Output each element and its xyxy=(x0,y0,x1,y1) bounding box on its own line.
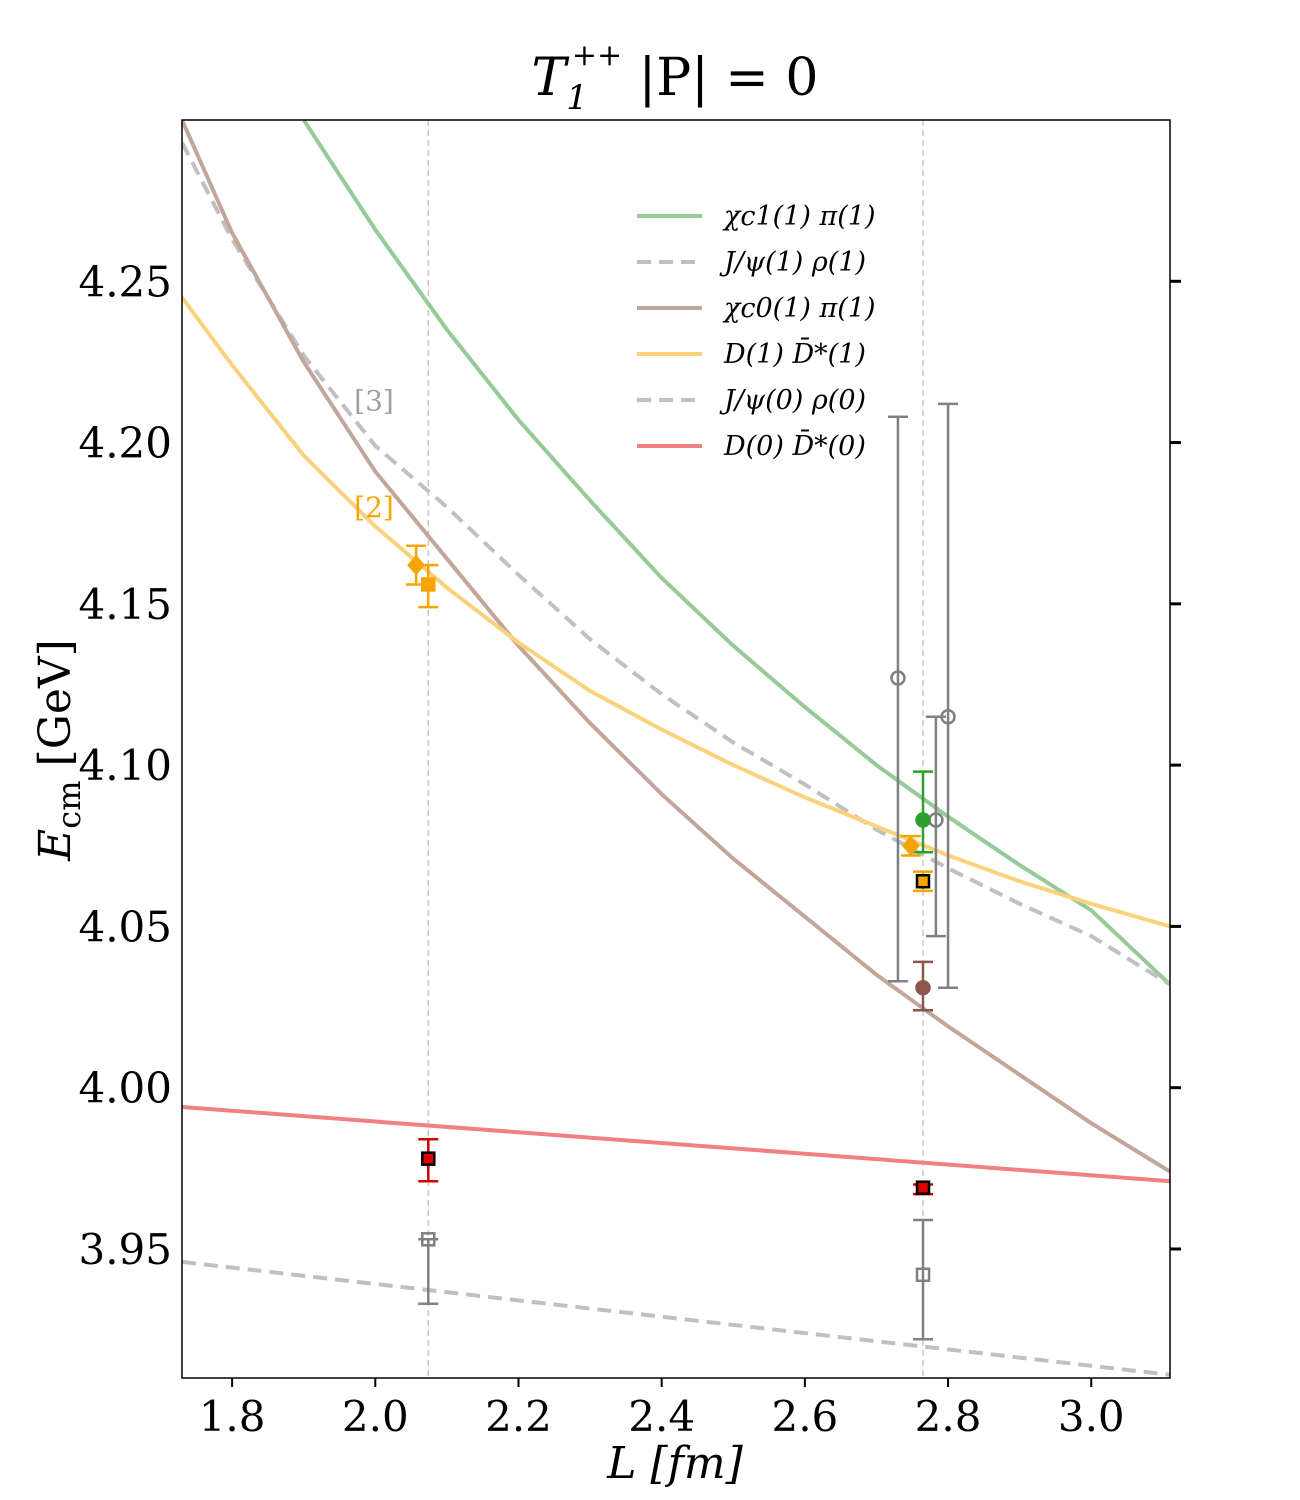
curve-line xyxy=(182,296,1170,929)
marker xyxy=(915,1180,931,1195)
x-tick-label: 2.4 xyxy=(628,1392,695,1441)
data-point xyxy=(938,402,959,989)
marker xyxy=(915,979,931,996)
y-tick-label: 4.20 xyxy=(78,419,172,468)
chart-title: T1++ |P| = 0 xyxy=(532,38,819,118)
marker xyxy=(421,1151,436,1166)
curve-line xyxy=(302,120,1170,986)
data-point xyxy=(418,563,439,609)
marker xyxy=(915,812,931,828)
x-tick-label: 2.2 xyxy=(485,1392,552,1441)
x-tick-label: 2.0 xyxy=(342,1392,409,1441)
data-point xyxy=(913,770,933,854)
legend-label: D(1) D̄*(1) xyxy=(723,336,866,370)
curve-line xyxy=(182,1105,1170,1184)
data-point xyxy=(913,960,933,1012)
legend-label: χc0(1) π(1) xyxy=(722,293,875,324)
marker xyxy=(901,835,920,856)
data-point xyxy=(406,544,427,586)
y-tick-label: 3.95 xyxy=(78,1225,172,1274)
y-tick-label: 4.00 xyxy=(78,1064,172,1113)
data-point xyxy=(900,834,921,857)
data-point xyxy=(913,870,933,893)
legend-label: J/ψ(1) ρ(1) xyxy=(719,247,866,278)
marker xyxy=(421,1232,436,1247)
legend-label: J/ψ(0) ρ(0) xyxy=(719,385,866,416)
y-tick-label: 4.10 xyxy=(78,741,172,790)
marker xyxy=(928,812,944,828)
x-tick-label: 2.6 xyxy=(771,1392,838,1441)
marker xyxy=(915,1267,931,1283)
plot-frame xyxy=(181,119,1171,1379)
curve-line xyxy=(182,1259,1170,1377)
x-axis-label: L [fm] xyxy=(606,1438,743,1489)
marker xyxy=(890,670,906,686)
data-point xyxy=(418,1232,439,1306)
marker xyxy=(407,555,426,576)
marker xyxy=(915,874,931,889)
y-tick-label: 4.05 xyxy=(78,902,172,951)
y-tick-label: 4.15 xyxy=(78,580,172,629)
data-points xyxy=(406,402,959,1341)
legend-label: χc1(1) π(1) xyxy=(722,201,875,232)
x-tick-label: 3.0 xyxy=(1058,1392,1125,1441)
annotation-label: [3] xyxy=(354,385,394,418)
data-point xyxy=(925,715,946,938)
x-tick-label: 1.8 xyxy=(199,1392,266,1441)
curve-line xyxy=(182,141,1170,987)
x-tick-label: 2.8 xyxy=(915,1392,982,1441)
legend: χc1(1) π(1) J/ψ(1) ρ(1) χc0(1) π(1) D(1) D̄… xyxy=(637,201,875,462)
data-point xyxy=(418,1138,439,1183)
marker xyxy=(940,708,956,725)
data-point xyxy=(913,1218,933,1341)
curves xyxy=(182,120,1170,1377)
marker xyxy=(421,577,436,592)
legend-label: D(0) D̄*(0) xyxy=(723,428,866,462)
y-tick-label: 4.25 xyxy=(78,257,172,306)
y-axis-label: Ecm [GeV] xyxy=(30,639,88,862)
axis-ticks: 1.8 2.0 2.2 2.4 2.6 2.8 3.0 3.95 4.00 4.05 4.10 4.1… xyxy=(78,257,1181,1441)
data-point xyxy=(887,415,908,983)
annotations: [3] [2] xyxy=(354,385,394,524)
data-point xyxy=(913,1180,933,1196)
curve-line xyxy=(182,120,1170,1174)
annotation-label: [2] xyxy=(354,491,394,524)
